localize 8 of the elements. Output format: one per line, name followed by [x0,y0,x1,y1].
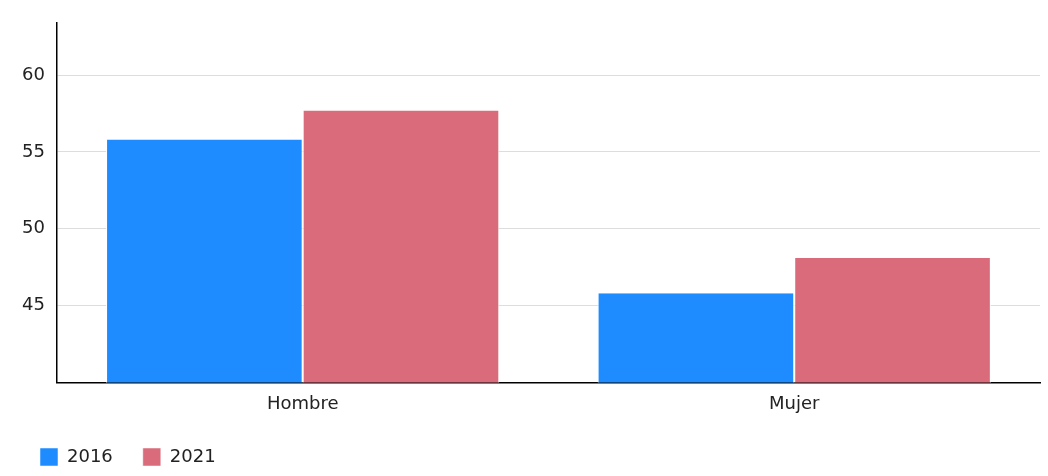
y-tick-label: 60 [22,62,45,84]
y-tick-label: 45 [22,293,45,315]
x-tick-label: Mujer [769,391,821,413]
x-tick-label: Hombre [266,391,339,413]
legend-label: 2016 [67,444,113,466]
y-tick-label: 50 [22,216,45,238]
y-tick-label: 55 [22,139,45,161]
legend-label: 2021 [169,444,216,466]
